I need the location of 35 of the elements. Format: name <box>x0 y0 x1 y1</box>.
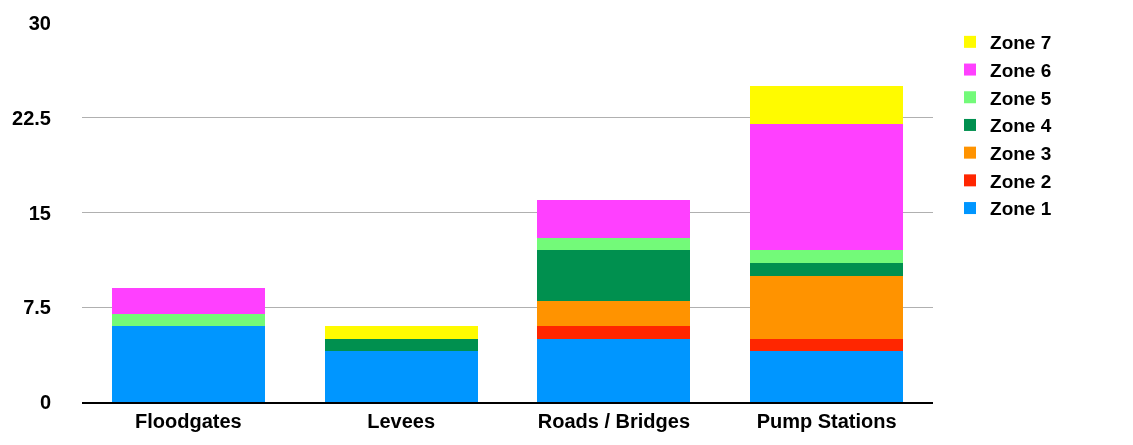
bar <box>324 351 478 402</box>
x-tick-label: Pump Stations <box>756 410 897 432</box>
legend-label: Zone 5 <box>990 87 1052 109</box>
bar <box>111 313 265 327</box>
x-tick-label: Floodgates <box>135 410 242 432</box>
legend-label: Zone 2 <box>990 170 1052 192</box>
legend-label: Zone 6 <box>990 59 1052 81</box>
legend-label: Zone 4 <box>990 115 1052 137</box>
bar <box>537 300 691 327</box>
x-tick-label: Roads / Bridges <box>537 410 691 432</box>
legend-label: Zone 7 <box>990 32 1052 54</box>
legend-label: Zone 1 <box>990 198 1052 220</box>
legend-label: Zone 3 <box>990 143 1052 165</box>
x-tick-label: Levees <box>367 410 436 432</box>
bar <box>537 237 691 251</box>
bar <box>750 250 904 264</box>
bar <box>750 124 904 251</box>
y-tick-label: 15 <box>28 201 51 224</box>
y-tick-label: 22.5 <box>12 106 51 129</box>
bar <box>537 338 691 402</box>
y-tick-label: 30 <box>28 12 51 34</box>
bar <box>750 338 904 352</box>
bar <box>750 263 904 276</box>
bar <box>324 338 478 352</box>
bar <box>750 86 904 125</box>
bar <box>750 275 904 339</box>
bar <box>750 351 904 402</box>
bar <box>111 326 265 402</box>
bar <box>111 288 265 314</box>
y-tick-label: 7.5 <box>23 296 51 319</box>
bar <box>537 199 691 238</box>
bar <box>537 250 691 301</box>
bar <box>537 326 691 339</box>
y-tick-label: 0 <box>39 391 51 413</box>
bar <box>324 326 478 339</box>
